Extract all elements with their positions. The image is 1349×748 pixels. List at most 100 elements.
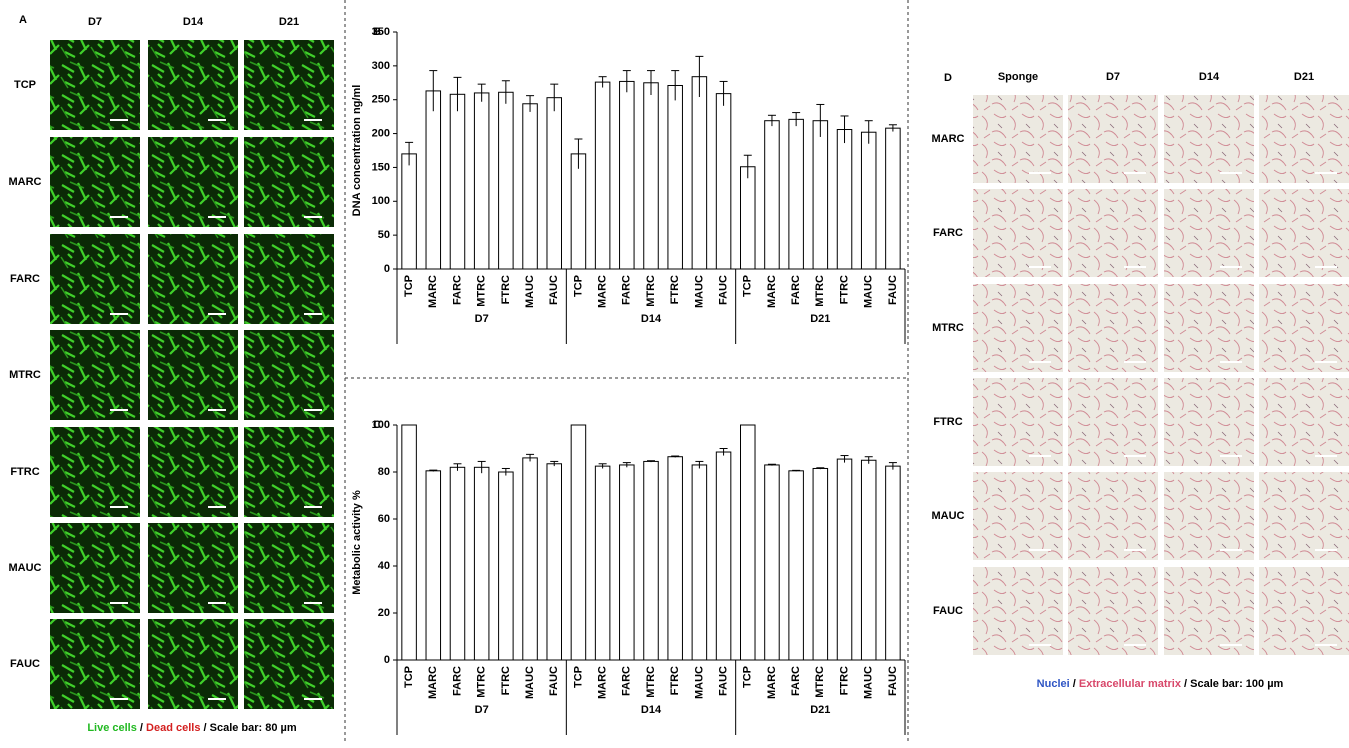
x-tick-label: FARC — [451, 275, 463, 305]
bar — [644, 461, 659, 660]
row-label: MARC — [932, 133, 965, 145]
y-tick-label: 150 — [372, 161, 390, 173]
x-tick-label: FTRC — [669, 666, 681, 695]
bar — [886, 128, 901, 269]
micrograph — [148, 40, 238, 130]
micrograph — [973, 95, 1063, 183]
x-tick-label: FAUC — [548, 666, 560, 696]
panel-label: A — [19, 14, 27, 26]
bar — [499, 472, 514, 660]
x-tick-label: MTRC — [645, 275, 657, 307]
y-tick-label: 60 — [378, 513, 390, 525]
micrograph — [148, 137, 238, 227]
x-tick-label: MAUC — [524, 666, 536, 699]
micrograph — [973, 378, 1063, 466]
micrograph — [1164, 378, 1254, 466]
y-axis-label: DNA concentration ng/ml — [351, 85, 363, 217]
caption: Live cells / Dead cells / Scale bar: 80 … — [87, 722, 297, 734]
bar — [789, 471, 804, 660]
micrograph — [1164, 567, 1254, 655]
x-tick-label: TCP — [742, 666, 754, 688]
y-tick-label: 250 — [372, 94, 390, 106]
bar — [861, 460, 876, 660]
column-header: D14 — [1199, 71, 1220, 83]
bar — [402, 154, 417, 269]
caption-part: / — [1070, 678, 1079, 690]
micrograph — [1259, 95, 1349, 183]
bar — [741, 167, 756, 269]
bar — [668, 85, 683, 269]
micrograph — [1068, 472, 1158, 560]
micrograph — [148, 427, 238, 517]
x-tick-label: MARC — [766, 666, 778, 699]
x-tick-label: FTRC — [669, 275, 681, 304]
micrograph — [973, 472, 1063, 560]
x-tick-label: MAUC — [863, 666, 875, 699]
figure: A D D7D14D21TCPMARCFARCMTRCFTRCMAUCFAUCS… — [0, 0, 1349, 743]
y-tick-label: 0 — [384, 263, 390, 275]
bar — [644, 83, 659, 269]
bar — [789, 119, 804, 269]
micrograph — [1068, 567, 1158, 655]
micrograph — [244, 619, 334, 709]
bar — [523, 104, 538, 269]
row-label: MAUC — [9, 562, 42, 574]
caption: Nuclei / Extracellular matrix / Scale ba… — [1037, 678, 1284, 690]
caption-part: / Scale bar: 100 µm — [1181, 678, 1284, 690]
micrograph — [1259, 284, 1349, 372]
micrograph — [1164, 284, 1254, 372]
panel-label: D — [944, 72, 952, 84]
x-tick-label: MTRC — [814, 275, 826, 307]
caption-part: Extracellular matrix — [1079, 678, 1182, 690]
caption-part: Dead cells — [146, 722, 200, 734]
row-label: FARC — [933, 227, 963, 239]
bar — [426, 91, 441, 269]
y-tick-label: 50 — [378, 229, 390, 241]
bar — [813, 468, 828, 660]
group-label: D14 — [641, 704, 662, 716]
x-tick-label: MTRC — [645, 666, 657, 698]
x-tick-label: FAUC — [548, 275, 560, 305]
column-header: D14 — [183, 16, 204, 28]
bar — [837, 130, 852, 269]
micrograph — [50, 40, 140, 130]
bar — [474, 467, 489, 660]
x-tick-label: FTRC — [838, 666, 850, 695]
micrograph — [244, 234, 334, 324]
row-label: FAUC — [933, 605, 963, 617]
caption-part: / Scale bar: 80 µm — [200, 722, 296, 734]
row-label: MAUC — [932, 510, 965, 522]
micrograph — [973, 567, 1063, 655]
y-tick-label: 100 — [372, 419, 390, 431]
column-header: D21 — [1294, 71, 1314, 83]
y-tick-label: 20 — [378, 607, 390, 619]
bar — [765, 465, 780, 660]
row-label: TCP — [14, 79, 36, 91]
micrograph — [148, 523, 238, 613]
bar — [474, 93, 489, 269]
y-tick-label: 350 — [372, 26, 390, 38]
micrograph — [1164, 95, 1254, 183]
bar — [741, 425, 756, 660]
x-tick-label: MAUC — [693, 275, 705, 308]
bar — [547, 464, 562, 660]
caption-part: / — [137, 722, 146, 734]
x-tick-label: MARC — [766, 275, 778, 308]
micrograph — [50, 234, 140, 324]
bar — [595, 466, 610, 660]
x-tick-label: TCP — [572, 275, 584, 297]
bar — [861, 132, 876, 269]
x-tick-label: MARC — [427, 666, 439, 699]
bar — [620, 81, 635, 269]
micrograph — [1068, 284, 1158, 372]
x-tick-label: MTRC — [814, 666, 826, 698]
x-tick-label: MAUC — [863, 275, 875, 308]
micrograph — [244, 40, 334, 130]
micrograph — [244, 330, 334, 420]
micrograph — [1259, 472, 1349, 560]
x-tick-label: FAUC — [887, 666, 899, 696]
row-label: FARC — [10, 273, 40, 285]
x-tick-label: MAUC — [524, 275, 536, 308]
row-label: FTRC — [10, 466, 39, 478]
group-label: D7 — [475, 704, 489, 716]
